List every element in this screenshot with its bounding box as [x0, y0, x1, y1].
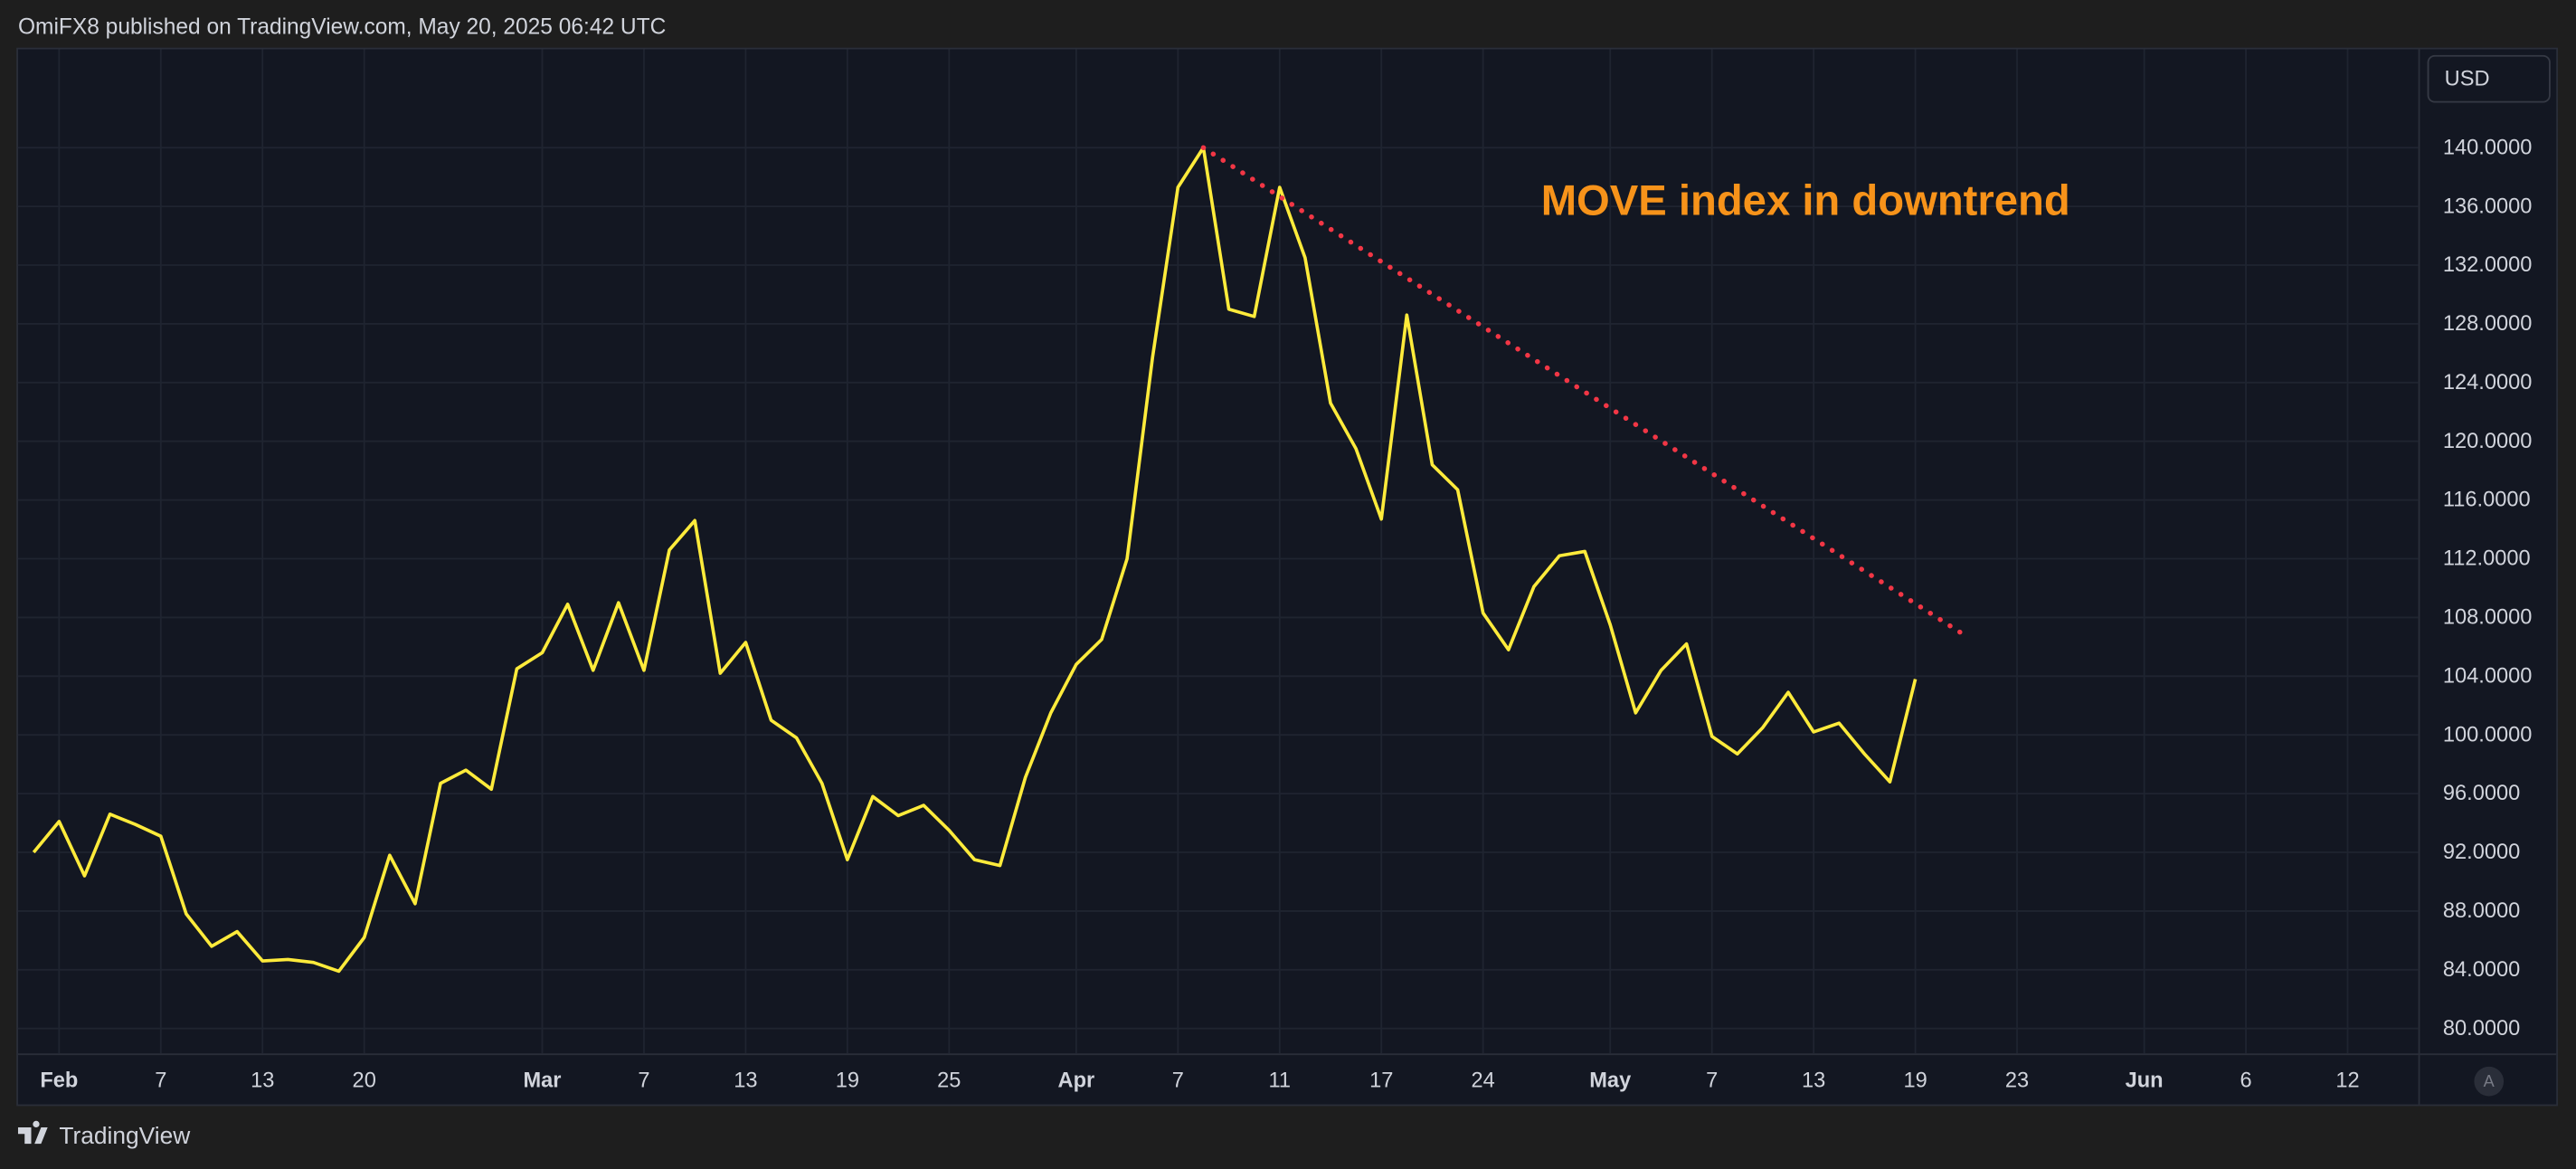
y-tick-label: 100.0000	[2443, 723, 2532, 746]
x-tick-label: 13	[251, 1069, 274, 1092]
x-tick-label: 20	[353, 1069, 376, 1092]
plot-area	[32, 145, 1963, 974]
currency-button[interactable]	[2427, 54, 2551, 103]
x-tick-label: 7	[1172, 1069, 1184, 1092]
x-tick-label: 17	[1369, 1069, 1393, 1092]
x-tick-label: Jun	[2126, 1069, 2164, 1092]
y-tick-label: 112.0000	[2443, 547, 2531, 571]
annotation: MOVE index in downtrend	[1541, 177, 2070, 225]
auto-scale-button[interactable]	[2474, 1066, 2505, 1097]
x-tick-label: Mar	[523, 1069, 561, 1092]
x-tick-label: Apr	[1058, 1069, 1095, 1092]
brand-name: TradingView	[59, 1122, 191, 1149]
y-tick-label: 128.0000	[2443, 312, 2532, 336]
y-tick-label: 140.0000	[2443, 136, 2532, 159]
x-tick-label: 19	[1903, 1069, 1927, 1092]
y-tick-label: 96.0000	[2443, 782, 2520, 805]
x-tick-label: 11	[1269, 1069, 1292, 1092]
y-tick-label: 120.0000	[2443, 430, 2532, 453]
x-tick-label: 19	[836, 1069, 859, 1092]
x-tick-label: 13	[1802, 1069, 1825, 1092]
axes: 80.0000 84.0000 88.0000 92.0000 96.0000 100.0…	[40, 136, 2532, 1092]
grid	[17, 49, 2419, 1054]
brand-logo	[17, 1120, 48, 1145]
y-tick-label: 104.0000	[2443, 664, 2532, 688]
y-tick-label: 92.0000	[2443, 841, 2520, 864]
y-tick-label: 80.0000	[2443, 1017, 2520, 1041]
x-tick-label: 7	[1706, 1069, 1718, 1092]
x-tick-label: 6	[2240, 1069, 2252, 1092]
x-tick-label: 23	[2005, 1069, 2029, 1092]
publish-header: OmiFX8 published on TradingView.com, May…	[18, 14, 666, 39]
trendline	[1200, 145, 1963, 635]
auto-scale-label: A	[2484, 1072, 2496, 1090]
x-tick-label: 7	[638, 1069, 649, 1092]
currency-label: USD	[2445, 67, 2490, 90]
x-tick-label: Feb	[40, 1069, 78, 1092]
y-tick-label: 108.0000	[2443, 606, 2532, 630]
y-tick-label: 124.0000	[2443, 371, 2532, 394]
x-tick-label: 13	[734, 1069, 757, 1092]
y-tick-label: 132.0000	[2443, 253, 2532, 277]
x-tick-label: 12	[2335, 1069, 2359, 1092]
x-tick-label: 25	[937, 1069, 961, 1092]
x-tick-label: May	[1589, 1069, 1631, 1092]
x-tick-label: 7	[155, 1069, 166, 1092]
price-line	[32, 146, 1918, 974]
y-tick-label: 84.0000	[2443, 958, 2520, 982]
x-tick-label: 24	[1472, 1069, 1495, 1092]
y-tick-label: 116.0000	[2443, 489, 2531, 512]
y-tick-label: 136.0000	[2443, 195, 2532, 218]
y-tick-label: 88.0000	[2443, 899, 2520, 923]
chart-frame	[16, 47, 2559, 1107]
